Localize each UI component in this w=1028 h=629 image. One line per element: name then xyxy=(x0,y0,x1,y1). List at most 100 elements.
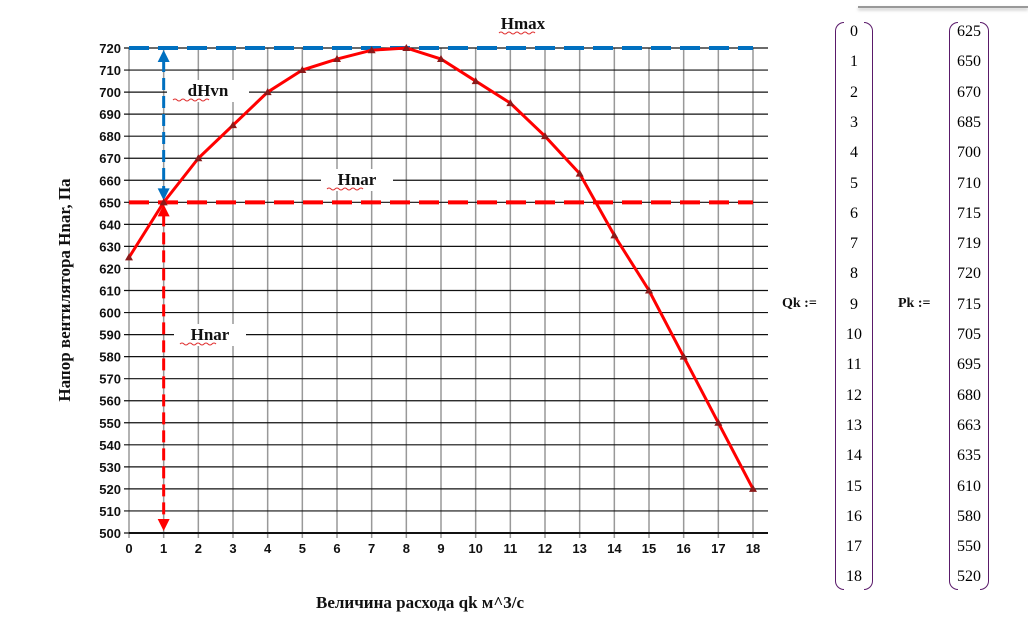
data-point-marker xyxy=(194,154,203,162)
annotation-dhvn: dHvn xyxy=(188,81,229,100)
data-point-marker xyxy=(298,66,307,74)
data-point-marker xyxy=(437,55,445,63)
x-tick-label: 4 xyxy=(264,541,272,556)
pk-label: Pk := xyxy=(898,296,931,311)
x-tick-label: 15 xyxy=(642,541,656,556)
data-point-marker xyxy=(541,132,549,140)
y-tick-label: 570 xyxy=(99,372,121,387)
spellcheck-underline xyxy=(179,342,217,346)
y-tick-label: 610 xyxy=(99,284,121,299)
matrix-cell: 700 xyxy=(957,144,981,162)
x-tick-label: 6 xyxy=(333,541,340,556)
matrix-cell: 10 xyxy=(846,326,862,343)
y-tick-label: 650 xyxy=(99,195,121,210)
data-point-marker xyxy=(229,121,237,129)
matrix-cell: 7 xyxy=(850,235,858,253)
annotation-hnar-line-box xyxy=(321,169,393,191)
matrix-cell: 715 xyxy=(957,295,981,313)
matrix-cell: 650 xyxy=(957,53,981,71)
arrow-up-icon xyxy=(157,204,170,217)
matrix-cell: 16 xyxy=(846,507,862,525)
y-tick-label: 540 xyxy=(99,438,121,453)
matrix-cell: 11 xyxy=(846,356,862,374)
x-tick-label: 0 xyxy=(125,541,132,556)
y-tick-label: 520 xyxy=(99,482,121,497)
y-tick-label: 600 xyxy=(99,306,121,321)
x-tick-label: 3 xyxy=(229,541,236,556)
x-tick-label: 17 xyxy=(711,541,725,556)
x-tick-label: 1 xyxy=(160,541,167,556)
data-point-marker xyxy=(610,231,619,239)
y-tick-label: 590 xyxy=(99,328,121,343)
y-tick-label: 510 xyxy=(99,504,121,519)
x-tick-label: 18 xyxy=(746,541,760,556)
data-point-marker xyxy=(402,44,411,51)
data-point-marker xyxy=(506,99,515,107)
matrix-cell: 663 xyxy=(957,416,981,434)
arrow-down-icon xyxy=(157,188,170,201)
y-tick-label: 560 xyxy=(99,394,121,409)
y-tick-label: 550 xyxy=(99,416,121,431)
spellcheck-underline xyxy=(172,98,210,102)
qk-label: Qk := xyxy=(782,296,817,311)
y-axis-label: Напор вентилятора Hnar, Па xyxy=(55,178,74,402)
x-tick-label: 14 xyxy=(607,541,622,556)
matrix-cell: 4 xyxy=(850,144,858,162)
y-tick-label: 530 xyxy=(99,460,121,475)
tick-labels: 0 1 2 3 4 5 6 7 8 9 10 11 12 13 14 15 16 17 18500510520530… xyxy=(99,41,760,556)
matrix-cell: 8 xyxy=(850,265,858,283)
qk-matrix: 0 1 2 3 4 5 6 7 8 9 10 11 12 13 14 15 16 17 18 xyxy=(835,22,873,590)
x-tick-label: 8 xyxy=(403,541,410,556)
matrix-cell: 14 xyxy=(846,447,862,465)
grid xyxy=(124,47,768,538)
y-tick-label: 640 xyxy=(99,217,121,232)
matrix-cell: 18 xyxy=(846,568,862,586)
annotations: Hmax dHvn Hnar Hnar xyxy=(167,14,546,346)
matrix-cell: 6 xyxy=(850,204,858,222)
annotation-hnar-vertical-box xyxy=(174,324,246,346)
annotation-hnar-vertical: Hnar xyxy=(191,325,230,344)
data-point-marker xyxy=(333,55,341,63)
matrix-cell: 9 xyxy=(850,295,858,313)
data-point-marker xyxy=(125,253,133,261)
data-point-marker xyxy=(714,418,723,426)
annotation-hmax: Hmax xyxy=(501,14,546,33)
matrix-cell: 625 xyxy=(957,23,981,40)
x-tick-label: 16 xyxy=(676,541,690,556)
x-tick-label: 13 xyxy=(572,541,586,556)
data-point-marker xyxy=(159,198,168,206)
chart: 0 1 2 3 4 5 6 7 8 9 10 11 12 13 14 15 16 17 18500510520530… xyxy=(55,14,768,612)
window-edge xyxy=(858,6,1028,8)
data-point-marker xyxy=(749,484,757,492)
spellcheck-underline xyxy=(326,187,364,191)
y-tick-label: 630 xyxy=(99,239,121,254)
matrix-cell: 670 xyxy=(957,83,981,101)
x-tick-label: 2 xyxy=(195,541,202,556)
y-tick-label: 500 xyxy=(99,526,121,541)
matrix-cell: 580 xyxy=(957,507,981,525)
x-tick-label: 11 xyxy=(503,541,517,556)
arrow-down-icon xyxy=(157,519,170,531)
y-tick-label: 700 xyxy=(99,85,121,100)
x-tick-label: 10 xyxy=(468,541,482,556)
matrix-cell: 610 xyxy=(957,477,981,495)
data-point-marker xyxy=(575,169,584,177)
matrix-cell: 695 xyxy=(957,356,981,374)
matrix-cell: 5 xyxy=(850,174,858,192)
matrix-cell: 15 xyxy=(846,477,862,495)
x-tick-label: 7 xyxy=(368,541,375,556)
matrix-cell: 12 xyxy=(846,386,862,404)
y-tick-label: 670 xyxy=(99,151,121,166)
y-tick-label: 720 xyxy=(99,41,121,56)
arrow-up-icon xyxy=(157,50,170,62)
y-tick-label: 690 xyxy=(99,107,121,122)
matrix-cell: 550 xyxy=(957,538,981,556)
matrix-cell: 685 xyxy=(957,113,981,131)
y-tick-label: 620 xyxy=(99,261,121,276)
x-tick-label: 12 xyxy=(538,541,552,556)
annotation-hnar-line: Hnar xyxy=(338,170,377,189)
data-point-marker xyxy=(645,286,653,294)
matrix-cell: 635 xyxy=(957,447,981,465)
matrix-cell: 520 xyxy=(957,568,981,586)
matrix-cell: 705 xyxy=(957,326,981,343)
